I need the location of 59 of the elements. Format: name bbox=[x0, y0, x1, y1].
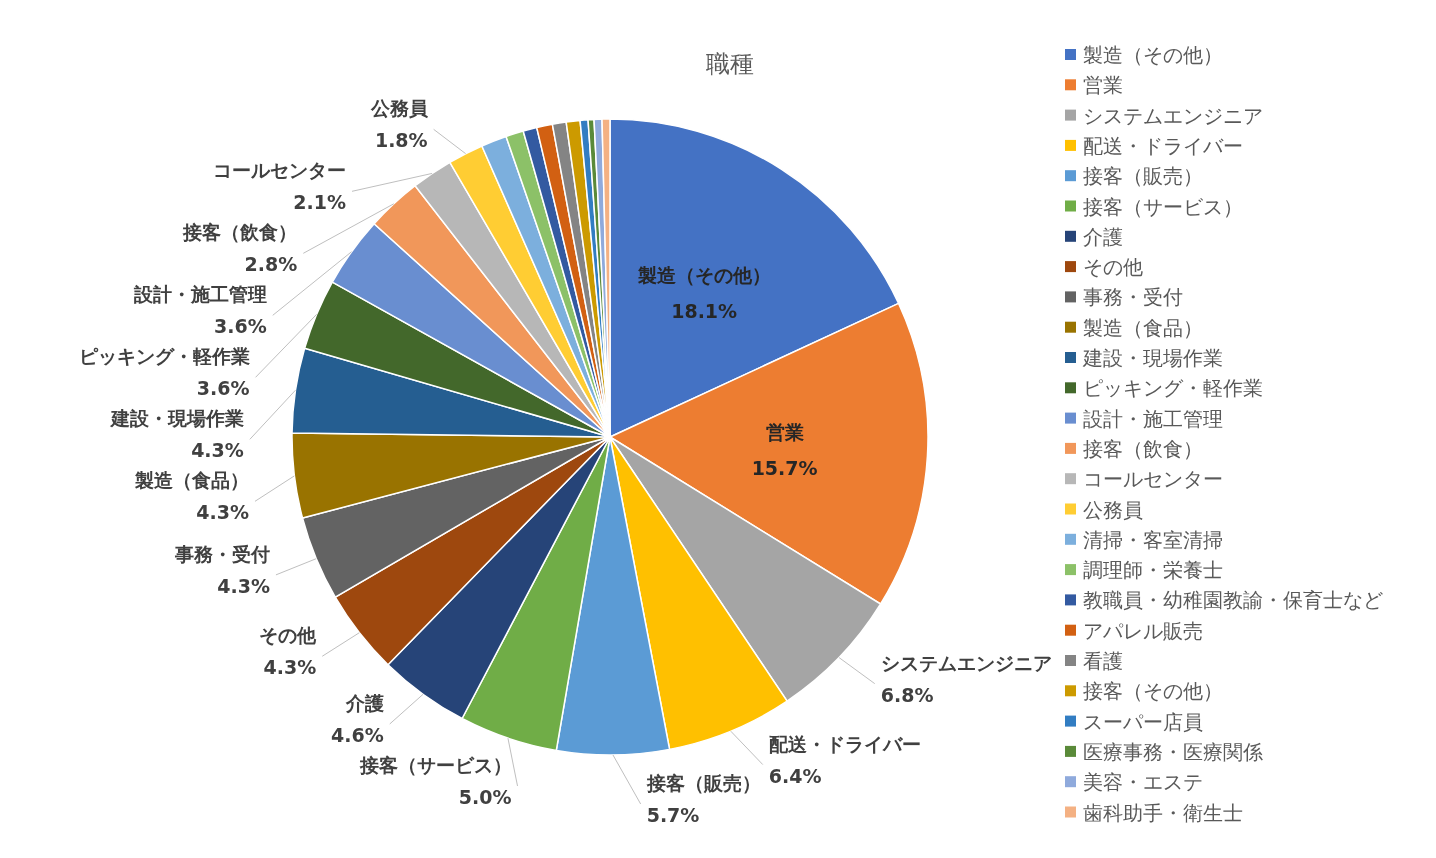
slice-label: コールセンター bbox=[213, 159, 347, 182]
slice-label: 製造（その他） bbox=[636, 263, 771, 286]
data-label: 6.8% bbox=[880, 683, 934, 706]
legend-label: 接客（販売） bbox=[1083, 164, 1203, 189]
slice-label: 製造（食品） bbox=[133, 469, 249, 492]
data-label: 6.4% bbox=[768, 764, 822, 787]
data-label: 4.6% bbox=[331, 723, 384, 746]
data-label: 4.3% bbox=[196, 501, 249, 524]
legend-label: 教職員・幼稚園教諭・保育士など bbox=[1083, 588, 1383, 613]
slice-label: 事務・受付 bbox=[173, 542, 270, 565]
slice-label: 公務員 bbox=[369, 97, 428, 120]
slice-label: 設計・施工管理 bbox=[132, 283, 267, 306]
legend-label: 公務員 bbox=[1083, 497, 1143, 522]
data-label: 2.1% bbox=[293, 191, 347, 214]
legend-label: 製造（食品） bbox=[1083, 315, 1203, 340]
legend-label: 清掃・客室清掃 bbox=[1083, 527, 1223, 552]
legend-label: その他 bbox=[1083, 255, 1143, 280]
data-label: 5.0% bbox=[458, 785, 512, 808]
legend-label: システムエンジニア bbox=[1083, 103, 1263, 128]
data-label: 4.3% bbox=[191, 439, 244, 462]
legend-label: 介護 bbox=[1083, 224, 1123, 249]
slice-label: 接客（販売） bbox=[645, 772, 761, 794]
legend-label: 看護 bbox=[1083, 649, 1123, 673]
legend-label: 接客（サービス） bbox=[1083, 194, 1243, 219]
legend-label: 事務・受付 bbox=[1083, 285, 1183, 310]
slice-label: ピッキング・軽作業 bbox=[78, 345, 250, 368]
data-label: 1.8% bbox=[374, 129, 428, 152]
data-label: 18.1% bbox=[671, 299, 738, 322]
legend-label: コールセンター bbox=[1083, 467, 1223, 492]
slice-label: システムエンジニア bbox=[880, 651, 1052, 674]
chart-title: 職種 bbox=[706, 50, 754, 78]
legend-label: 医療事務・医療関係 bbox=[1083, 739, 1263, 764]
data-label: 15.7% bbox=[751, 457, 818, 480]
slice-label: 配送・ドライバー bbox=[768, 732, 921, 755]
legend-label: 調理師・栄養士 bbox=[1083, 558, 1223, 583]
legend-label: 建設・現場作業 bbox=[1082, 346, 1223, 370]
slice-label: 接客（飲食） bbox=[182, 221, 298, 244]
data-label: 4.3% bbox=[263, 656, 317, 679]
legend-label: 製造（その他） bbox=[1083, 43, 1223, 67]
legend-label: スーパー店員 bbox=[1083, 709, 1203, 734]
legend-label: 配送・ドライバー bbox=[1083, 133, 1243, 158]
legend-label: 接客（その他） bbox=[1083, 679, 1223, 704]
slice-label: 介護 bbox=[344, 691, 384, 714]
legend-label: 接客（飲食） bbox=[1083, 436, 1203, 461]
data-label: 5.7% bbox=[646, 804, 700, 826]
legend-label: 美容・エステ bbox=[1083, 770, 1203, 795]
slice-label: 建設・現場作業 bbox=[108, 407, 244, 430]
slice-label: 接客（サービス） bbox=[358, 753, 512, 776]
legend-label: ピッキング・軽作業 bbox=[1083, 376, 1263, 401]
slice-label: 営業 bbox=[765, 421, 804, 444]
legend-label: アパレル販売 bbox=[1083, 618, 1203, 643]
data-label: 3.6% bbox=[214, 315, 267, 338]
legend-label: 設計・施工管理 bbox=[1083, 406, 1223, 431]
slice-label: その他 bbox=[259, 624, 318, 647]
data-label: 4.3% bbox=[217, 574, 270, 597]
legend-label: 歯科助手・衛生士 bbox=[1083, 800, 1243, 825]
legend-label: 営業 bbox=[1083, 73, 1123, 98]
data-label: 3.6% bbox=[196, 377, 250, 400]
data-label: 2.8% bbox=[244, 253, 298, 276]
